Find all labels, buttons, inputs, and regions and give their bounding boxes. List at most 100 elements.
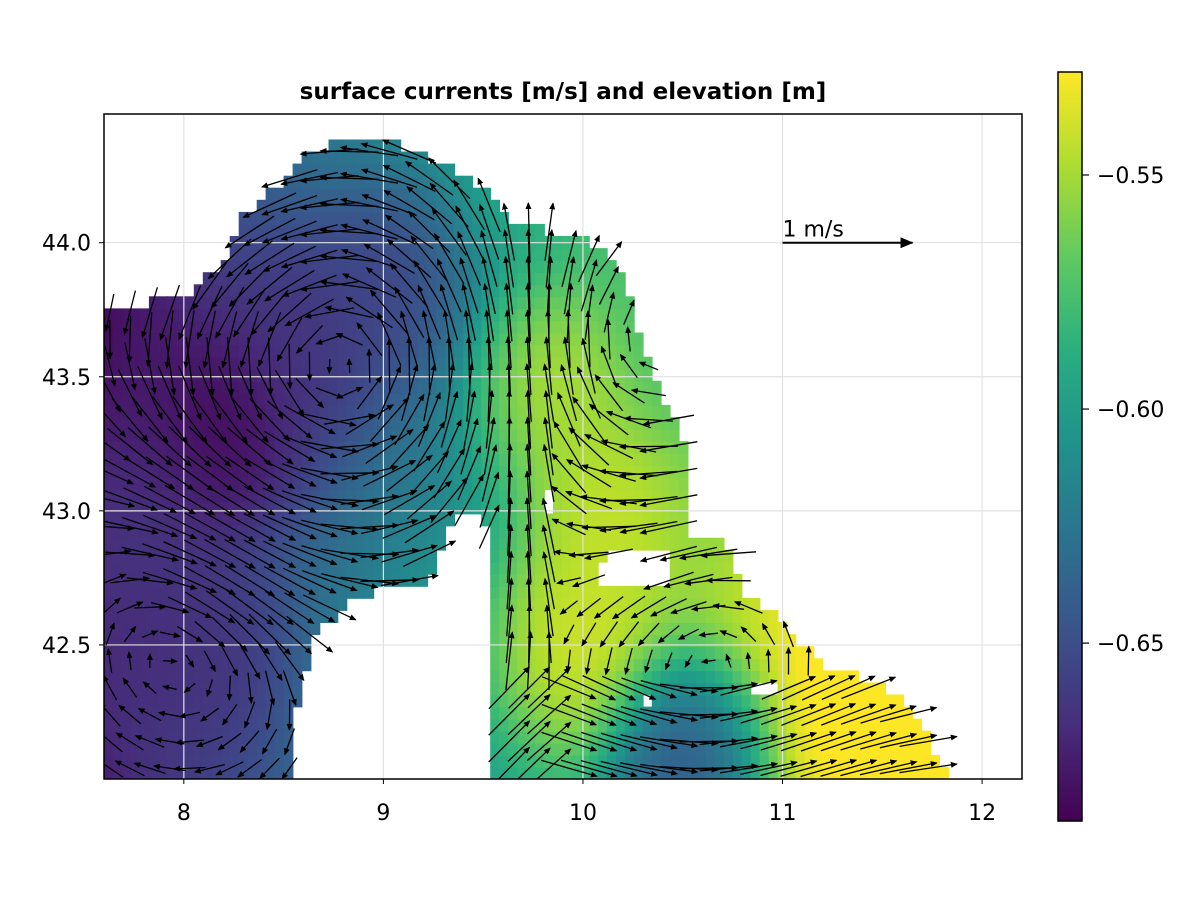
- current-arrow: [488, 693, 531, 736]
- elevation-cell: [283, 441, 294, 454]
- elevation-cell: [319, 585, 330, 599]
- elevation-cell: [517, 320, 527, 334]
- elevation-cell: [355, 284, 366, 298]
- elevation-cell: [642, 670, 653, 684]
- elevation-cell: [247, 260, 258, 273]
- elevation-cell: [526, 368, 536, 382]
- elevation-cell: [445, 272, 456, 286]
- elevation-cell: [436, 392, 447, 406]
- elevation-cell: [373, 368, 384, 382]
- elevation-cell: [615, 320, 626, 334]
- elevation-cell: [193, 622, 204, 635]
- elevation-cell: [571, 453, 581, 467]
- elevation-cell: [714, 670, 725, 684]
- elevation-cell: [867, 718, 878, 732]
- elevation-cell: [553, 754, 563, 768]
- elevation-cell: [651, 658, 662, 672]
- elevation-cell: [517, 706, 527, 720]
- elevation-cell: [265, 525, 276, 539]
- current-arrow: [720, 679, 778, 696]
- elevation-cell: [346, 272, 357, 286]
- elevation-cell: [104, 429, 114, 442]
- current-arrow: [406, 480, 453, 520]
- current-arrow: [698, 631, 719, 638]
- elevation-cell: [166, 308, 177, 322]
- elevation-cell: [562, 308, 572, 322]
- elevation-cell: [400, 260, 411, 273]
- elevation-cell: [660, 634, 671, 648]
- elevation-cell: [813, 766, 824, 779]
- elevation-cell: [714, 742, 725, 756]
- elevation-cell: [624, 525, 635, 539]
- current-arrow: [104, 458, 157, 488]
- elevation-cell: [544, 477, 554, 491]
- elevation-cell: [651, 404, 662, 418]
- elevation-cell: [373, 151, 384, 165]
- elevation-cell: [346, 344, 357, 358]
- current-arrow: [725, 653, 732, 668]
- elevation-cell: [454, 284, 464, 298]
- elevation-cell: [310, 525, 321, 539]
- elevation-cell: [508, 670, 518, 684]
- elevation-cell: [292, 465, 303, 479]
- current-arrow: [145, 312, 153, 368]
- elevation-cell: [211, 754, 222, 768]
- elevation-cell: [211, 658, 222, 672]
- elevation-cell: [588, 513, 599, 527]
- elevation-cell: [454, 465, 464, 479]
- elevation-cell: [355, 356, 366, 370]
- elevation-cell: [454, 332, 464, 346]
- elevation-cell: [759, 730, 770, 744]
- current-arrow: [719, 630, 738, 639]
- current-arrow: [326, 359, 333, 375]
- elevation-cell: [274, 537, 285, 551]
- elevation-cell: [130, 525, 141, 539]
- elevation-cell: [696, 670, 707, 684]
- elevation-cell: [229, 272, 240, 286]
- elevation-cell: [382, 175, 393, 189]
- elevation-cell: [588, 706, 599, 720]
- elevation-cell: [283, 477, 294, 491]
- elevation-cell: [373, 392, 384, 406]
- elevation-cell: [535, 284, 545, 298]
- elevation-cell: [220, 429, 231, 442]
- elevation-cell: [571, 272, 581, 286]
- elevation-cell: [588, 441, 599, 454]
- elevation-cell: [337, 175, 348, 189]
- current-arrow: [203, 650, 216, 673]
- current-arrow: [295, 324, 323, 354]
- elevation-cell: [220, 634, 231, 648]
- elevation-cell: [202, 320, 213, 334]
- elevation-cell: [175, 417, 186, 430]
- elevation-cell: [391, 272, 402, 286]
- current-arrow: [114, 760, 145, 777]
- elevation-cell: [912, 718, 922, 732]
- elevation-cell: [517, 368, 527, 382]
- elevation-cell: [651, 489, 662, 503]
- elevation-cell: [571, 380, 581, 394]
- elevation-cell: [571, 598, 581, 611]
- elevation-cell: [858, 706, 869, 720]
- elevation-cell: [166, 646, 177, 660]
- elevation-cell: [130, 766, 141, 779]
- elevation-cell: [508, 561, 518, 575]
- elevation-cell: [588, 622, 599, 635]
- elevation-cell: [211, 380, 222, 394]
- current-arrow: [346, 358, 353, 374]
- elevation-cell: [696, 694, 707, 708]
- elevation-cell: [660, 537, 671, 551]
- elevation-cell: [130, 549, 141, 563]
- elevation-cell: [562, 248, 572, 261]
- elevation-cell: [328, 453, 339, 467]
- elevation-cell: [355, 489, 366, 503]
- elevation-cell: [122, 610, 132, 623]
- elevation-cell: [166, 513, 177, 527]
- elevation-cell: [211, 573, 222, 587]
- elevation-cell: [256, 308, 267, 322]
- elevation-cell: [454, 453, 464, 467]
- elevation-cell: [148, 368, 159, 382]
- elevation-cell: [499, 368, 509, 382]
- current-arrow: [733, 601, 763, 614]
- elevation-cell: [364, 404, 375, 418]
- elevation-cell: [454, 199, 464, 213]
